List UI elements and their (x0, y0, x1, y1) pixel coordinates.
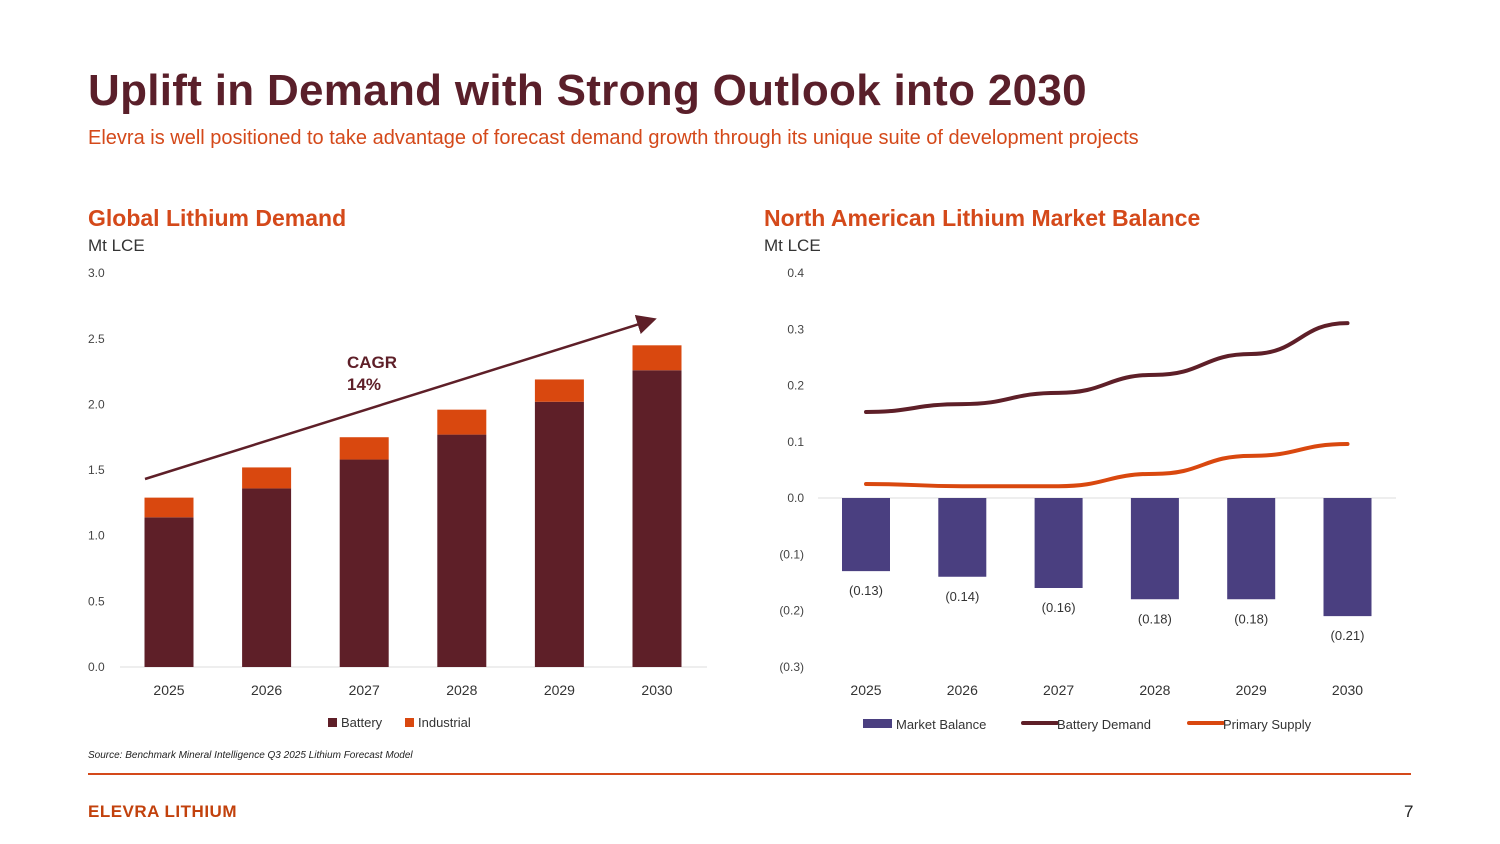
bar-battery (339, 459, 389, 667)
y-tick-label: 3.0 (88, 266, 105, 280)
cagr-label: CAGR (347, 353, 397, 372)
x-tick-label: 2026 (947, 682, 978, 698)
x-tick-label: 2028 (446, 682, 477, 698)
bar-market-balance (938, 498, 987, 577)
y-tick-label: 2.0 (88, 397, 105, 411)
line-battery-demand (864, 321, 1350, 414)
y-tick-label: 0.1 (787, 435, 804, 449)
legend-label-primary-supply: Primary Supply (1223, 717, 1312, 732)
y-tick-label: (0.1) (779, 547, 804, 561)
data-label: (0.13) (849, 583, 883, 598)
bar-industrial (534, 379, 584, 402)
legend-label-battery-demand: Battery Demand (1057, 717, 1151, 732)
x-tick-label: 2029 (1236, 682, 1267, 698)
bar-battery (632, 370, 682, 667)
bar-industrial (339, 437, 389, 460)
data-label: (0.14) (945, 589, 979, 604)
legend-label-battery: Battery (341, 715, 383, 730)
bar-market-balance (1034, 498, 1083, 588)
bar-market-balance (1227, 498, 1276, 600)
page-subtitle: Elevra is well positioned to take advant… (88, 127, 1139, 149)
legend-swatch-battery (328, 718, 337, 727)
bar-battery (534, 401, 584, 667)
chart2-title: North American Lithium Market Balance (764, 205, 1201, 231)
x-tick-label: 2029 (544, 682, 575, 698)
y-tick-label: (0.2) (779, 604, 804, 618)
y-tick-label: 0.3 (787, 322, 804, 336)
x-tick-label: 2025 (850, 682, 881, 698)
y-tick-label: 0.4 (787, 266, 804, 280)
bar-battery (144, 517, 194, 667)
line-primary-supply (864, 442, 1350, 489)
y-tick-label: 1.0 (88, 529, 105, 543)
x-tick-label: 2030 (1332, 682, 1363, 698)
y-tick-label: 1.5 (88, 463, 105, 477)
data-label: (0.16) (1042, 600, 1076, 615)
page-title: Uplift in Demand with Strong Outlook int… (88, 66, 1087, 115)
source-note: Source: Benchmark Mineral Intelligence Q… (88, 750, 413, 761)
y-tick-label: 2.5 (88, 332, 105, 346)
legend-label-market-balance: Market Balance (896, 717, 986, 732)
bar-industrial (144, 497, 194, 518)
brand-name: ELEVRA LITHIUM (88, 802, 237, 821)
bar-market-balance (1130, 498, 1179, 600)
y-tick-label: 0.5 (88, 594, 105, 608)
page-number: 7 (1404, 802, 1414, 821)
bar-battery (437, 434, 487, 667)
chart1-unit: Mt LCE (88, 236, 145, 255)
x-tick-label: 2030 (641, 682, 672, 698)
data-label: (0.18) (1234, 611, 1268, 626)
x-tick-label: 2027 (349, 682, 380, 698)
cagr-value: 14% (347, 375, 381, 394)
legend-label-industrial: Industrial (418, 715, 471, 730)
x-tick-label: 2025 (153, 682, 184, 698)
bar-industrial (632, 345, 682, 371)
y-tick-label: (0.3) (779, 660, 804, 674)
chart2-unit: Mt LCE (764, 236, 821, 255)
bar-market-balance (1323, 498, 1372, 617)
chart1-title: Global Lithium Demand (88, 205, 347, 231)
y-tick-label: 0.2 (787, 379, 804, 393)
y-tick-label: 0.0 (88, 660, 105, 674)
x-tick-label: 2028 (1139, 682, 1170, 698)
legend-swatch-industrial (405, 718, 414, 727)
bar-industrial (242, 467, 292, 489)
bar-battery (242, 488, 292, 667)
footer-divider (88, 773, 1411, 775)
cagr-trend-arrow (144, 314, 657, 481)
y-tick-label: 0.0 (787, 491, 804, 505)
bar-market-balance (842, 498, 890, 572)
data-label: (0.18) (1138, 611, 1172, 626)
x-tick-label: 2027 (1043, 682, 1074, 698)
legend-swatch-market-balance (863, 719, 892, 728)
bar-industrial (437, 409, 487, 435)
data-label: (0.21) (1331, 628, 1365, 643)
x-tick-label: 2026 (251, 682, 282, 698)
